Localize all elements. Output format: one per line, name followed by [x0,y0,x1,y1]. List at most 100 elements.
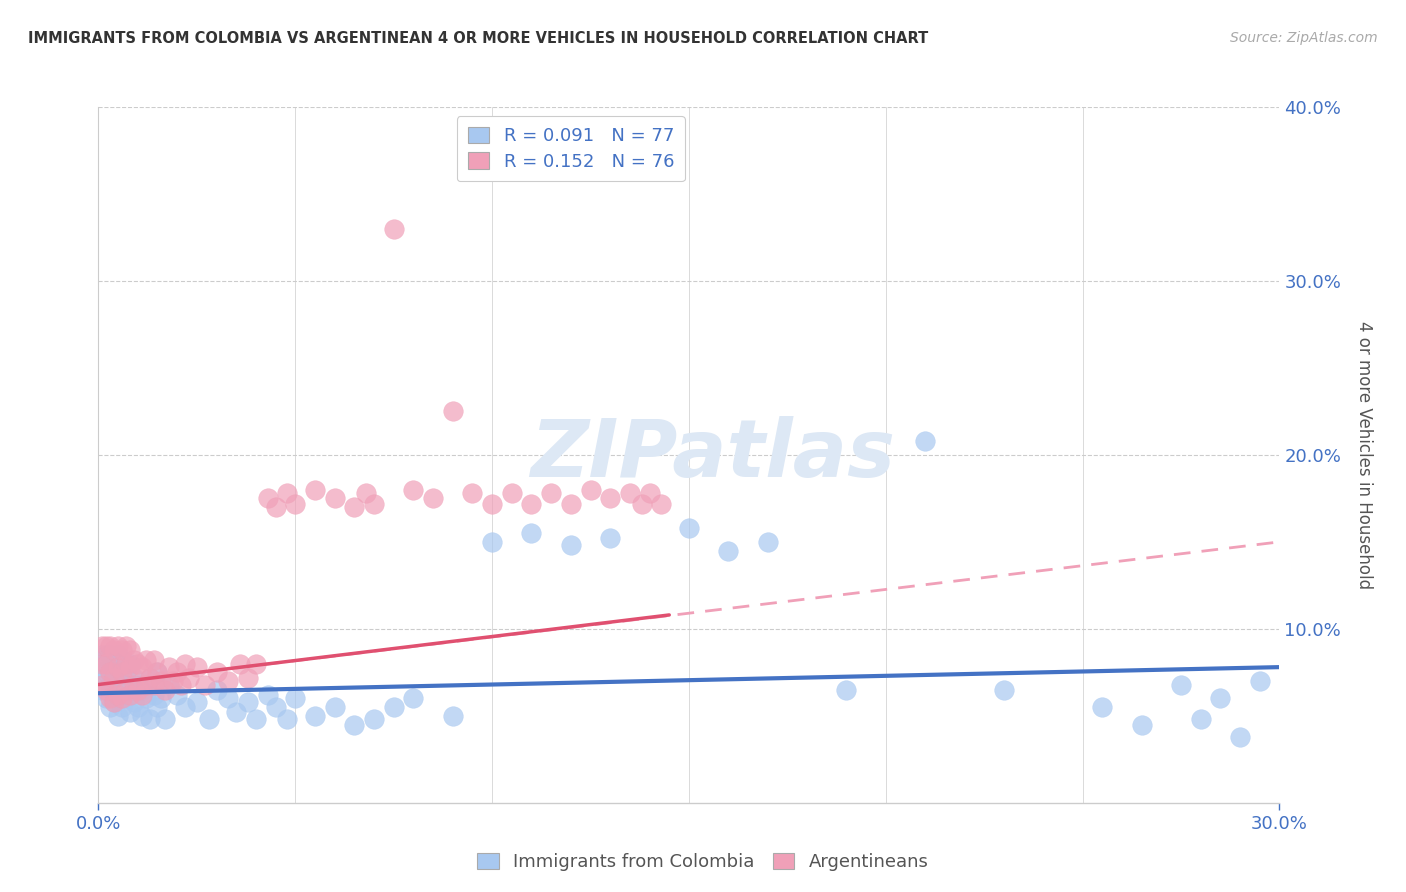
Point [343,500,366,514]
Point [142,653,165,667]
Point [284,497,307,511]
Point [122,671,145,685]
Point [118,657,141,671]
Point [98,700,121,714]
Point [264,500,287,514]
Point [155,712,177,726]
Point [382,700,405,714]
Point [111,700,134,714]
Point [146,665,169,680]
Point [98,665,121,680]
Point [138,671,160,685]
Point [177,671,200,685]
Point [142,677,165,691]
Point [225,706,247,720]
Point [619,486,641,500]
Point [115,691,138,706]
Point [1170,677,1192,691]
Point [835,682,858,697]
Point [96,657,118,671]
Point [157,677,180,691]
Point [118,706,141,720]
Point [111,691,134,706]
Point [236,695,259,709]
Point [127,677,149,691]
Point [501,486,523,500]
Point [103,695,125,709]
Text: Source: ZipAtlas.com: Source: ZipAtlas.com [1230,31,1378,45]
Point [599,532,621,546]
Point [142,688,165,702]
Point [115,682,138,697]
Point [131,708,153,723]
Point [103,671,125,685]
Point [441,708,464,723]
Point [217,691,239,706]
Point [638,486,661,500]
Point [96,665,118,680]
Text: IMMIGRANTS FROM COLOMBIA VS ARGENTINEAN 4 OR MORE VEHICLES IN HOUSEHOLD CORRELAT: IMMIGRANTS FROM COLOMBIA VS ARGENTINEAN … [28,31,928,46]
Point [402,483,425,497]
Point [717,543,740,558]
Point [174,657,197,671]
Point [186,660,208,674]
Point [194,677,217,691]
Point [118,660,141,674]
Point [98,691,121,706]
Point [1130,717,1153,731]
Point [135,691,157,706]
Point [205,665,228,680]
Point [599,491,621,506]
Point [96,648,118,662]
Point [276,486,298,500]
Point [1091,700,1114,714]
Point [245,712,267,726]
Point [96,639,118,653]
Point [170,677,193,691]
Point [103,653,125,667]
Point [131,688,153,702]
Point [1209,691,1232,706]
Point [98,677,121,691]
Point [138,671,160,685]
Point [284,691,307,706]
Point [118,682,141,697]
Point [217,674,239,689]
Point [122,677,145,691]
Point [146,665,169,680]
Point [103,671,125,685]
Point [630,497,652,511]
Point [91,648,114,662]
Point [91,677,114,691]
Point [245,657,267,671]
Point [107,669,129,683]
Point [323,491,346,506]
Point [91,665,114,680]
Point [98,648,121,662]
Point [111,665,134,680]
Point [304,708,326,723]
Point [107,708,129,723]
Point [343,717,366,731]
Point [150,691,173,706]
Point [150,674,173,689]
Point [107,639,129,653]
Point [363,712,385,726]
Point [118,688,141,702]
Point [304,483,326,497]
Point [91,682,114,697]
Point [236,671,259,685]
Point [103,642,125,657]
Point [441,404,464,418]
Point [560,538,582,552]
Point [197,712,219,726]
Point [276,712,298,726]
Y-axis label: 4 or more Vehicles in Household: 4 or more Vehicles in Household [1355,321,1374,589]
Point [107,660,129,674]
Point [579,483,602,497]
Point [127,700,149,714]
Point [914,434,936,448]
Point [520,526,543,541]
Point [103,695,125,709]
Point [155,682,177,697]
